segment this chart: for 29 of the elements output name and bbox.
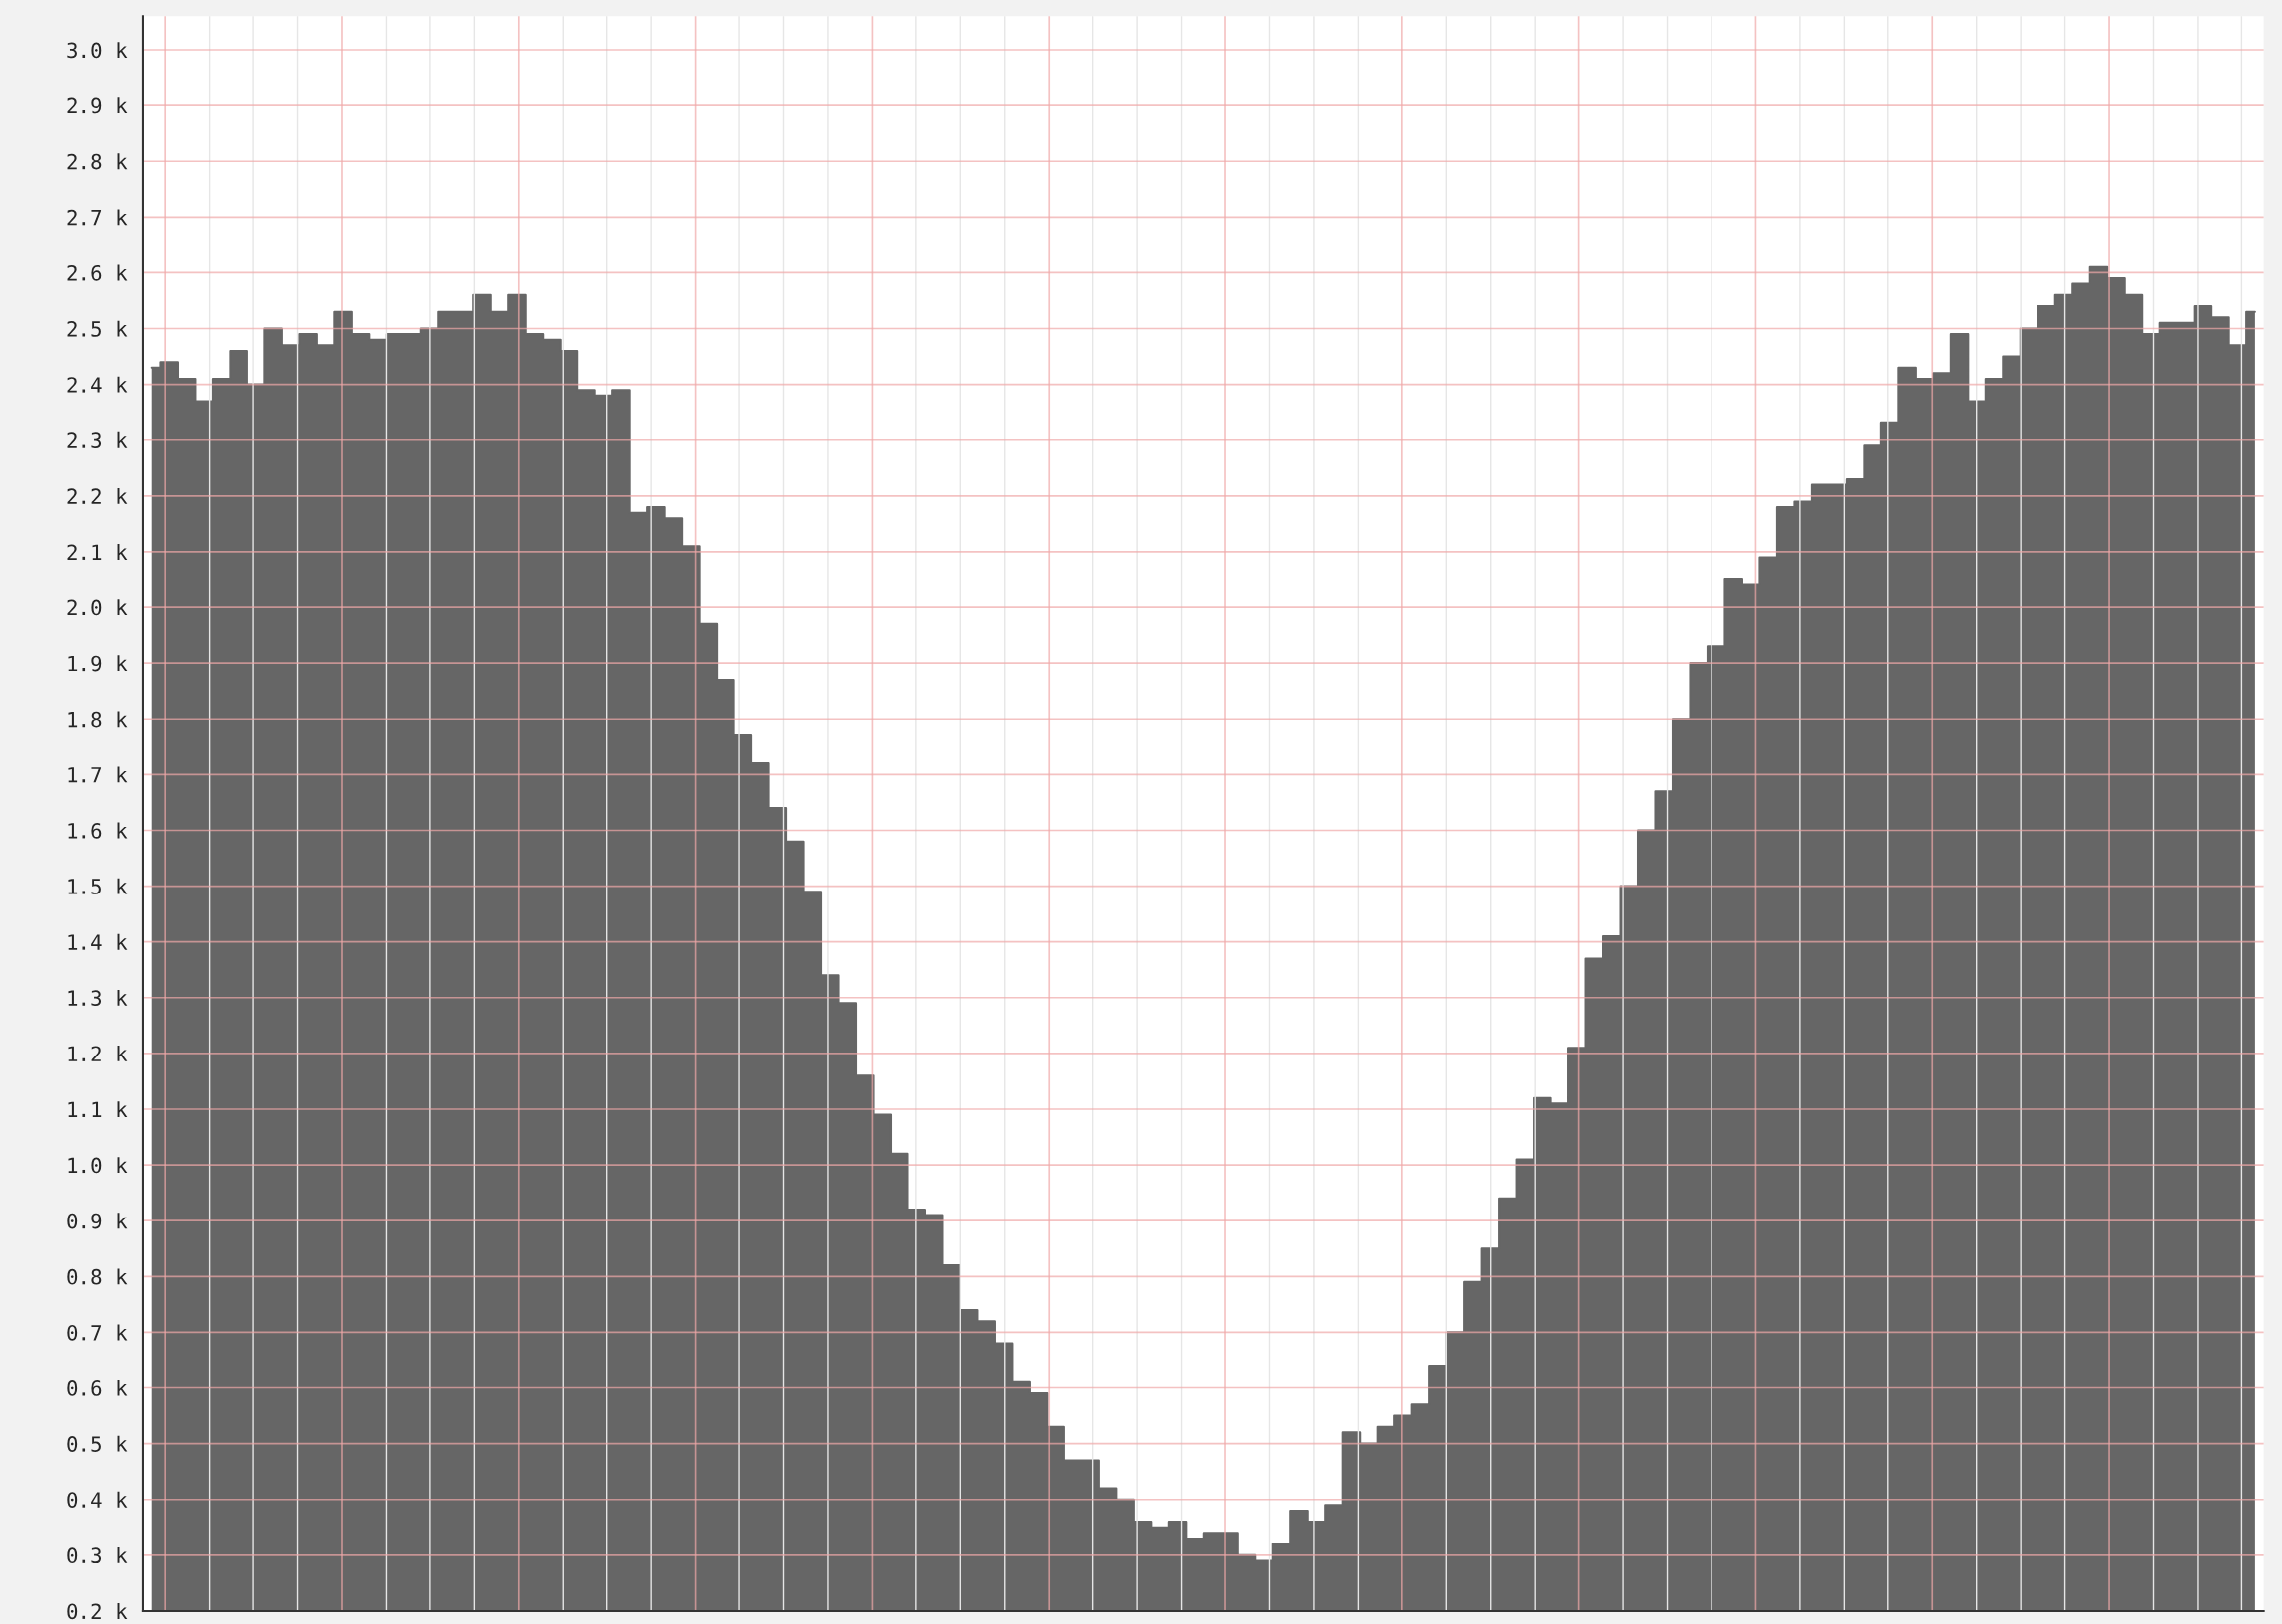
- y-tick-label: 1.1 k: [68, 1101, 128, 1117]
- y-tick-label: 1.4 k: [68, 933, 128, 950]
- y-tick-label: 1.7 k: [68, 766, 128, 783]
- y-tick-label: 1.9 k: [68, 655, 128, 672]
- y-tick-label: 1.5 k: [68, 878, 128, 894]
- y-tick-label: 2.9 k: [67, 97, 128, 114]
- y-tick-label: 0.6 k: [67, 1380, 128, 1396]
- y-tick-label: 0.2 k: [67, 1603, 128, 1620]
- y-tick-label: 2.7 k: [67, 209, 128, 226]
- y-tick-label: 2.0 k: [67, 599, 128, 616]
- y-tick-label: 0.4 k: [67, 1491, 128, 1508]
- y-tick-label: 1.0 k: [68, 1157, 128, 1174]
- y-tick-label: 1.8 k: [68, 711, 128, 728]
- y-tick-label: 2.1 k: [67, 544, 128, 560]
- y-tick-label: 1.6 k: [68, 822, 128, 839]
- y-tick-label: 1.2 k: [68, 1046, 128, 1061]
- y-tick-label: 2.2 k: [67, 487, 128, 504]
- y-tick-label: 2.5 k: [67, 320, 128, 337]
- y-tick-label: 0.9 k: [67, 1213, 128, 1229]
- y-tick-label: 1.3 k: [68, 989, 128, 1007]
- y-tick-label: 0.8 k: [67, 1268, 128, 1285]
- y-tick-label: 2.6 k: [67, 264, 128, 281]
- y-tick-label: 2.8 k: [67, 153, 128, 170]
- y-tick-label: 0.3 k: [67, 1546, 128, 1564]
- y-tick-label: 2.3 k: [67, 431, 128, 448]
- y-tick-label: 3.0 k: [67, 42, 128, 59]
- y-tick-label: 2.4 k: [67, 376, 128, 393]
- y-tick-label: 0.5 k: [67, 1435, 128, 1452]
- y-tick-label: 0.7 k: [67, 1324, 128, 1341]
